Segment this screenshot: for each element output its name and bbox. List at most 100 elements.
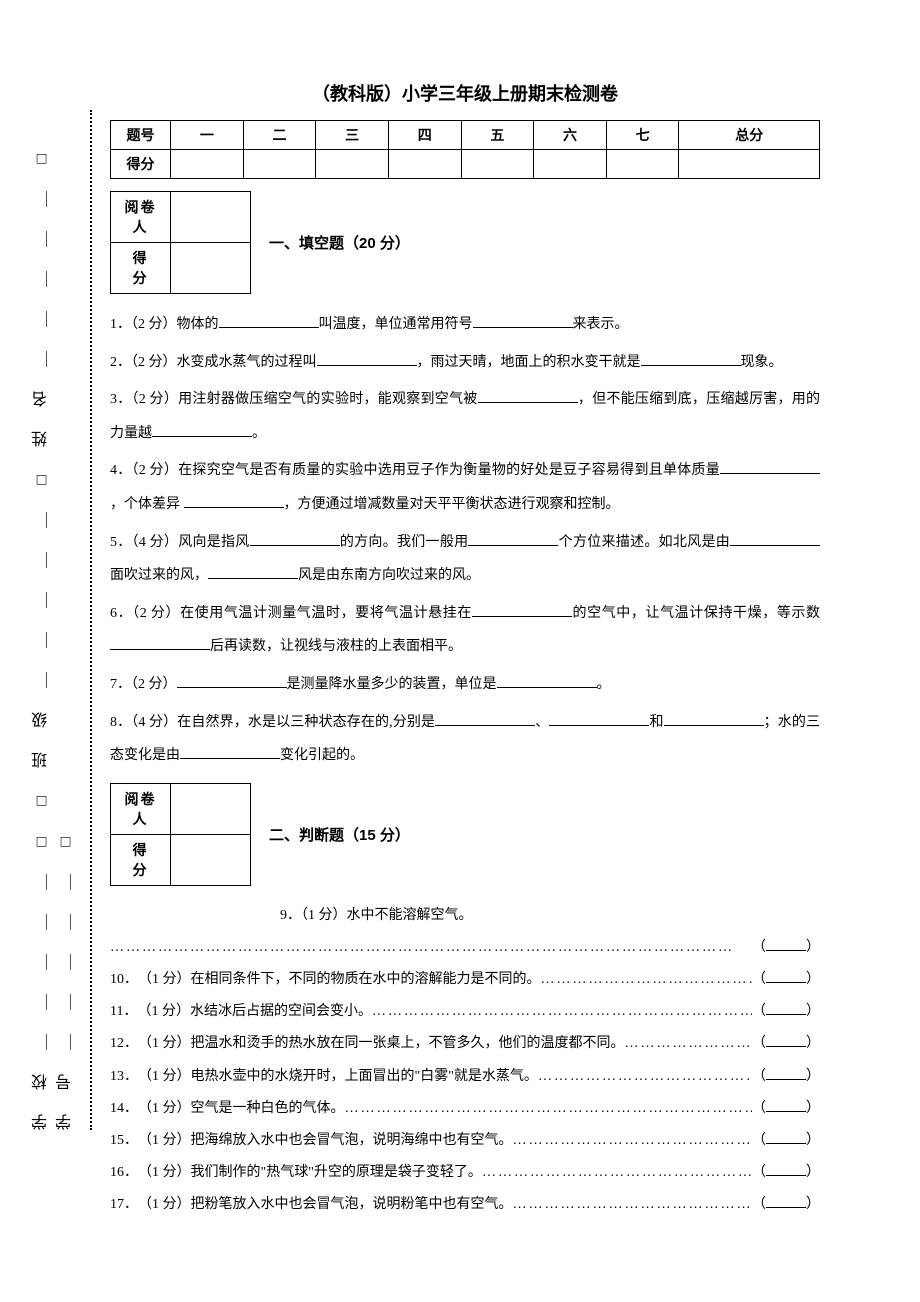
q-text: 水变成水蒸气的过程叫 [177, 355, 317, 370]
question-1: 1．（2 分）物体的叫温度，单位通常用符号来表示。 [110, 308, 820, 342]
q-pts: （1 分） [137, 1004, 190, 1019]
fill-blank [177, 674, 287, 688]
fill-blank [219, 314, 319, 328]
fill-blank [152, 423, 252, 437]
dots: ……………………………………………………………………………………………………… [110, 932, 752, 964]
fill-blank [473, 314, 573, 328]
col-3: 三 [316, 121, 389, 150]
score-cell [679, 150, 820, 179]
q-num: 11． [110, 996, 137, 1028]
q-num: 5． [110, 535, 132, 550]
dots: ……………………………………………………………………………………………………… [541, 964, 753, 996]
q-num: 7． [110, 677, 131, 692]
q-text: 面吹过来的风， [110, 568, 208, 583]
q-num: 17． [110, 1189, 138, 1221]
q-pts: （1 分） [138, 1133, 191, 1148]
q-num: 16． [110, 1157, 138, 1189]
q-text: ，雨过天晴，地面上的积水变干就是 [417, 355, 641, 370]
dots: ……………………………………………………………………………………………………… [345, 1093, 753, 1125]
binding-dotted-line [90, 110, 92, 1130]
q-num: 9． [280, 908, 301, 923]
q-text: 把粉笔放入水中也会冒气泡，说明粉笔中也有空气。 [191, 1197, 513, 1212]
question-6: 6．（2 分）在使用气温计测量气温时，要将气温计悬挂在的空气中，让气温计保持干燥… [110, 597, 820, 664]
q-text: ，个体差异 [110, 497, 184, 512]
dots: ……………………………………………………………………………………………………… [372, 996, 752, 1028]
fill-blank [641, 352, 741, 366]
fill-blank [180, 745, 280, 759]
tf-blank [766, 1132, 806, 1144]
col-7: 七 [606, 121, 679, 150]
score-header-row: 题号 一 二 三 四 五 六 七 总分 [111, 121, 820, 150]
score-value-row: 得分 [111, 150, 820, 179]
tf-blank [766, 1100, 806, 1112]
question-10: 10．（1 分）在相同条件下，不同的物质在水中的溶解能力是不同的。…………………… [110, 964, 820, 996]
tf-paren: （） [752, 1125, 820, 1157]
q-num: 13． [110, 1061, 138, 1093]
tf-blank [766, 1164, 806, 1176]
question-5: 5．（4 分）风向是指风的方向。我们一般用个方位来描述。如北风是由面吹过来的风，… [110, 526, 820, 593]
dots: ……………………………………………………………………………………………………… [538, 1061, 752, 1093]
col-1: 一 [171, 121, 244, 150]
binding-sidebar: 学校＿＿＿＿＿□□班级＿＿＿＿＿□姓名＿＿＿＿＿□ 学号＿＿＿＿＿□ [30, 110, 100, 1130]
tf-paren: （） [752, 1157, 820, 1189]
q-text: 用注射器做压缩空气的实验时，能观察到空气被 [178, 392, 478, 407]
q-text: 我们制作的"热气球"升空的原理是袋子变轻了。 [191, 1165, 482, 1180]
tf-paren: （） [752, 996, 820, 1028]
q-num: 2． [110, 355, 131, 370]
q-num: 10． [110, 964, 138, 996]
q-text: 个方位来描述。如北风是由 [558, 535, 730, 550]
fill-blank [184, 494, 284, 508]
fill-blank [720, 460, 820, 474]
q-text: 水中不能溶解空气。 [347, 908, 473, 923]
q-text: ，方便通过增减数量对天平平衡状态进行观察和控制。 [284, 497, 620, 512]
q-num: 12． [110, 1028, 138, 1060]
q-text: 、 [535, 715, 549, 730]
tf-blank [766, 1196, 806, 1208]
fill-blank [435, 712, 535, 726]
q-text: 现象。 [741, 355, 783, 370]
q-num: 6． [110, 606, 132, 621]
dots: ……………………………………………………………………………………………………… [513, 1189, 753, 1221]
fill-blank [208, 565, 298, 579]
dots: ……………………………………………………………………………………………………… [625, 1028, 753, 1060]
tf-paren: （） [752, 1061, 820, 1093]
score-cell [388, 150, 461, 179]
question-3: 3．（2 分）用注射器做压缩空气的实验时，能观察到空气被，但不能压缩到底，压缩越… [110, 383, 820, 450]
question-2: 2．（2 分）水变成水蒸气的过程叫 ，雨过天晴，地面上的积水变干就是 现象。 [110, 346, 820, 380]
score-blank [171, 834, 251, 885]
q-text: 水结冰后占据的空间会变小。 [190, 1004, 372, 1019]
q-text: 。 [252, 426, 266, 441]
q-pts: （1 分） [138, 1197, 191, 1212]
q-text: 物体的 [177, 317, 219, 332]
score-label: 得 分 [111, 243, 171, 294]
tf-blank [766, 971, 806, 983]
question-14: 14．（1 分）空气是一种白色的气体。………………………………………………………… [110, 1093, 820, 1125]
tf-blank [766, 1068, 806, 1080]
exam-page: （教科版）小学三年级上册期末检测卷 题号 一 二 三 四 五 六 七 总分 得分… [110, 80, 820, 1222]
q-pts: （2 分） [131, 355, 177, 370]
score-blank [171, 243, 251, 294]
q-pts: （2 分） [132, 463, 179, 478]
score-cell [243, 150, 316, 179]
tf-paren: （） [752, 964, 820, 996]
section-1-title: 一、填空题（20 分） [269, 232, 410, 253]
exam-title: （教科版）小学三年级上册期末检测卷 [110, 80, 820, 106]
question-16: 16．（1 分）我们制作的"热气球"升空的原理是袋子变轻了。…………………………… [110, 1157, 820, 1189]
score-cell [461, 150, 534, 179]
q-text: 在自然界，水是以三种状态存在的,分别是 [177, 715, 435, 730]
tf-blank [766, 939, 806, 951]
grader-label: 阅卷人 [111, 192, 171, 243]
question-13: 13．（1 分）电热水壶中的水烧开时，上面冒出的"白雾"就是水蒸气。………………… [110, 1061, 820, 1093]
q-num: 4． [110, 463, 132, 478]
q-text: 变化引起的。 [280, 748, 364, 763]
score-cell [316, 150, 389, 179]
grader-blank [171, 192, 251, 243]
fill-blank [730, 532, 820, 546]
q-pts: （1 分） [138, 1036, 191, 1051]
fill-blank [497, 674, 597, 688]
q-pts: （1 分） [138, 1101, 191, 1116]
score-table: 题号 一 二 三 四 五 六 七 总分 得分 [110, 120, 820, 179]
grader-blank [171, 783, 251, 834]
question-11: 11．（1 分）水结冰后占据的空间会变小。…………………………………………………… [110, 996, 820, 1028]
q-pts: （2 分） [132, 606, 180, 621]
